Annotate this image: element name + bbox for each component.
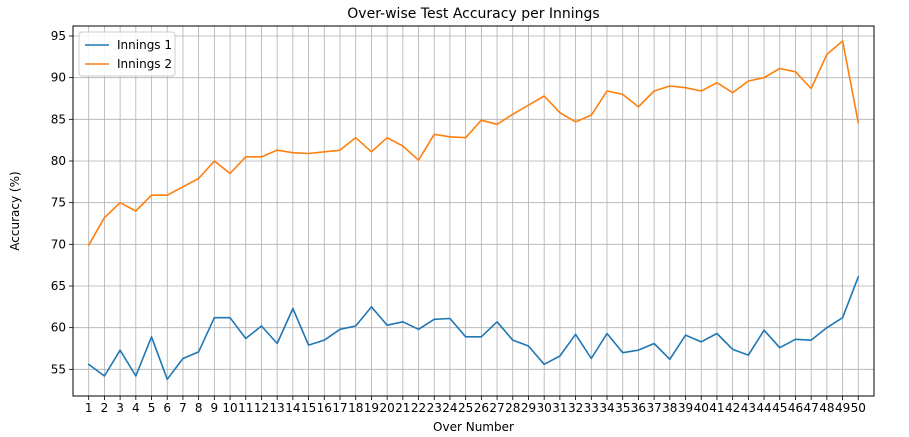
x-tick-label: 31: [552, 401, 567, 415]
x-tick-label: 50: [851, 401, 866, 415]
x-tick-label: 19: [364, 401, 379, 415]
legend: Innings 1 Innings 2: [78, 31, 176, 77]
x-tick-label: 10: [222, 401, 237, 415]
series-line-innings-1: [87, 276, 860, 381]
y-tick-label: 85: [51, 112, 66, 126]
x-tick-label: 14: [285, 401, 300, 415]
x-tick-label: 38: [662, 401, 677, 415]
x-tick-label: 3: [116, 401, 124, 415]
x-tick-label: 26: [474, 401, 489, 415]
x-tick-label: 18: [348, 401, 363, 415]
x-tick-label: 33: [584, 401, 599, 415]
y-tick-label: 55: [51, 362, 66, 376]
x-tick-label: 30: [537, 401, 552, 415]
x-tick-label: 36: [631, 401, 646, 415]
y-tick-label: 75: [51, 196, 66, 210]
legend-entry-label: Innings 2: [117, 57, 172, 71]
x-tick-label: 25: [458, 401, 473, 415]
x-tick-label: 7: [179, 401, 187, 415]
x-axis: 1 2 3 4 5 6 7 8 9 10 11 12 13 14 15 16 17 18 19 20 21 22 23 24 2…: [85, 396, 866, 415]
x-tick-label: 16: [317, 401, 332, 415]
y-tick-label: 65: [51, 279, 66, 293]
x-tick-label: 15: [301, 401, 316, 415]
y-axis: 55 60 65 70 75 80 85 90 95: [51, 29, 73, 376]
x-tick-label: 44: [756, 401, 771, 415]
x-tick-label: 6: [163, 401, 171, 415]
y-tick-label: 90: [51, 71, 66, 85]
x-tick-label: 2: [101, 401, 109, 415]
x-tick-label: 40: [694, 401, 709, 415]
x-tick-label: 4: [132, 401, 140, 415]
x-tick-label: 21: [395, 401, 410, 415]
x-tick-label: 48: [819, 401, 834, 415]
x-tick-label: 23: [427, 401, 442, 415]
x-tick-label: 24: [442, 401, 457, 415]
y-tick-label: 95: [51, 29, 66, 43]
x-tick-label: 20: [379, 401, 394, 415]
y-tick-label: 60: [51, 321, 66, 335]
x-tick-label: 13: [270, 401, 285, 415]
plot-frame: [72, 25, 875, 397]
x-tick-label: 47: [804, 401, 819, 415]
x-axis-label: Over Number: [433, 420, 514, 434]
x-tick-label: 35: [615, 401, 630, 415]
series-layer: [87, 40, 860, 381]
x-tick-label: 12: [254, 401, 269, 415]
x-tick-label: 1: [85, 401, 93, 415]
legend-entry-label: Innings 1: [117, 38, 172, 52]
x-tick-label: 43: [741, 401, 756, 415]
x-tick-label: 9: [211, 401, 219, 415]
y-axis-label: Accuracy (%): [8, 171, 22, 250]
x-tick-label: 8: [195, 401, 203, 415]
x-tick-label: 41: [709, 401, 724, 415]
x-tick-label: 11: [238, 401, 253, 415]
x-tick-label: 37: [646, 401, 661, 415]
chart-title: Over-wise Test Accuracy per Innings: [347, 6, 599, 22]
x-tick-label: 5: [148, 401, 156, 415]
series-line-innings-2: [87, 40, 860, 246]
y-tick-label: 80: [51, 154, 66, 168]
legend-box: [78, 31, 176, 77]
x-tick-label: 34: [599, 401, 614, 415]
x-tick-label: 39: [678, 401, 693, 415]
x-tick-label: 46: [788, 401, 803, 415]
x-tick-label: 32: [568, 401, 583, 415]
x-tick-label: 29: [521, 401, 536, 415]
x-tick-label: 17: [332, 401, 347, 415]
x-tick-label: 22: [411, 401, 426, 415]
grid-lines: [73, 26, 874, 396]
x-tick-label: 45: [772, 401, 787, 415]
x-tick-label: 49: [835, 401, 850, 415]
y-tick-label: 70: [51, 237, 66, 251]
x-tick-label: 27: [489, 401, 504, 415]
x-tick-label: 28: [505, 401, 520, 415]
x-tick-label: 42: [725, 401, 740, 415]
